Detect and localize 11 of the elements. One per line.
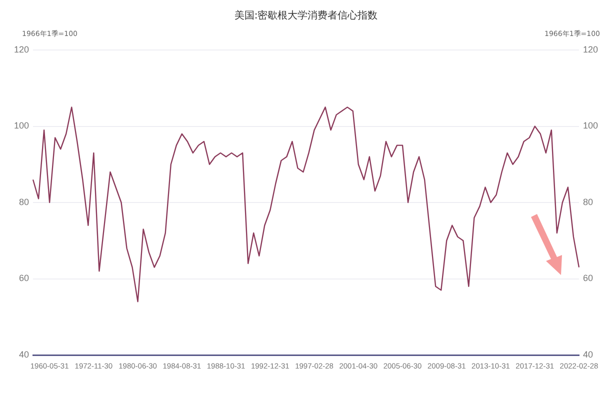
y2-tick-label: 60 (582, 273, 593, 284)
y2-tick-label: 80 (582, 196, 593, 207)
y-tick-label: 40 (19, 349, 30, 360)
y-tick-label: 60 (19, 273, 30, 284)
y-tick-label: 120 (14, 44, 30, 54)
y2-tick-label: 40 (582, 349, 593, 360)
y2-tick-label: 100 (582, 120, 598, 131)
y2-tick-label: 120 (582, 44, 598, 54)
y-tick-label: 100 (14, 120, 30, 131)
chart-title: 美国:密歇根大学消费者信心指数 (234, 10, 378, 22)
y-tick-label: 80 (19, 196, 30, 207)
